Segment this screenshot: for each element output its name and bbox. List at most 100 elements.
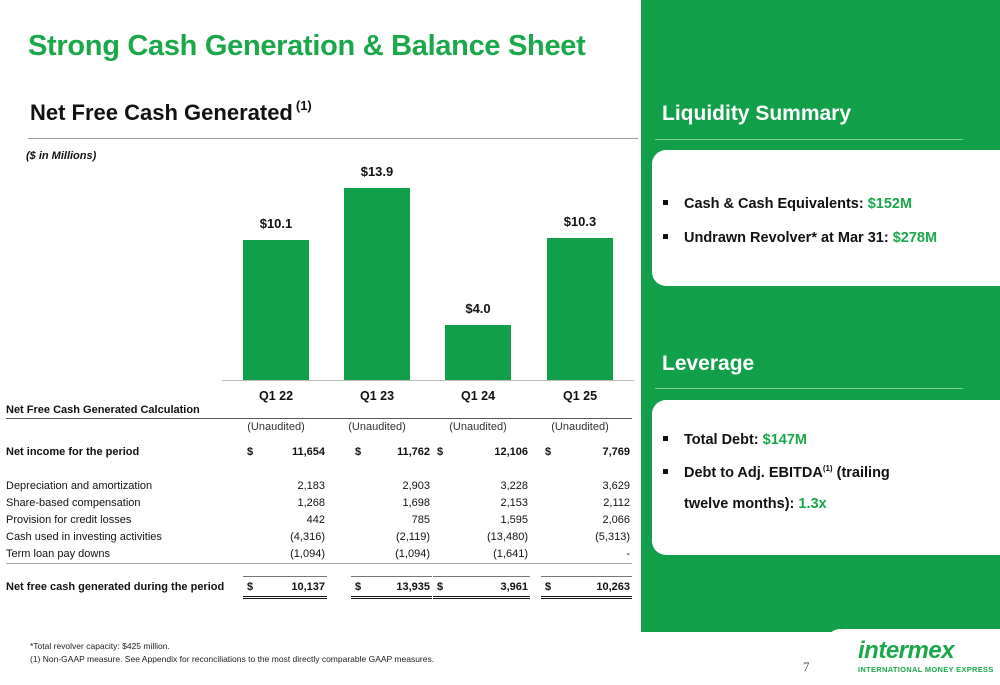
table-cell: 3,629 [602,480,630,492]
column-header: (Unaudited) [449,421,507,433]
column-header: (Unaudited) [247,421,305,433]
cell-net-income: 12,106 [494,446,528,458]
total-underline [433,596,530,597]
bar-q1-22 [243,240,309,380]
bullet-icon [663,436,668,441]
liquidity-heading: Liquidity Summary [662,102,852,125]
category-label: Q1 24 [460,389,496,403]
currency-sign: $ [437,581,444,593]
leverage-heading: Leverage [662,352,755,375]
currency-sign: $ [437,446,444,458]
leverage-card [652,400,1000,555]
table-cell: (4,316) [290,531,325,543]
bar-value-label: $10.1 [259,216,293,232]
table-cell: 3,228 [500,480,528,492]
table-cell: (5,313) [595,531,630,543]
cell-net-income: 11,762 [396,446,430,458]
table-cell: 1,268 [297,497,325,509]
table-rule [6,563,632,564]
column-header: (Unaudited) [551,421,609,433]
table-cell: 2,066 [602,514,630,526]
cell-net-income: 11,654 [291,446,325,458]
total-underline [351,576,432,577]
row-label-net-income: Net income for the period [6,446,140,458]
total-underline [243,596,327,597]
bar-chart: $10.1 Q1 22 $13.9 Q1 23 $4.0 Q1 24 $10.3 Q1 25 [0,0,640,410]
currency-sign: $ [247,581,254,593]
liquidity-revolver: Undrawn Revolver* at Mar 31: $278M [663,230,937,246]
row-label: Provision for credit losses [6,514,132,526]
logo-tagline: INTERNATIONAL MONEY EXPRESS [858,665,994,674]
table-cell: 1,595 [500,514,528,526]
table-cell: (1,094) [290,548,325,560]
table-cell: (2,119) [395,531,430,543]
chart-title: Net Free Cash Generated (1) [30,98,312,125]
liquidity-card [652,150,1000,286]
bar-q1-23 [344,188,410,380]
column-header: (Unaudited) [348,421,406,433]
row-label-total: Net free cash generated during the perio… [6,581,225,593]
table-title: Net Free Cash Generated Calculation [6,404,200,416]
bullet-icon [663,200,668,205]
leverage-ratio-line2: twelve months): 1.3x [684,496,827,512]
bar-q1-25 [547,237,613,380]
category-label: Q1 23 [359,389,395,403]
x-axis [222,380,634,381]
total-underline [243,576,327,577]
footnote-revolver: *Total revolver capacity: $425 million. [30,641,170,651]
total-underline [243,598,327,599]
table-rule [6,418,632,419]
units-label: ($ in Millions) [26,150,97,162]
currency-sign: $ [247,446,254,458]
cell-total: 10,263 [596,581,630,593]
table-cell: (1,641) [493,548,528,560]
intermex-logo: intermex [858,637,955,664]
total-underline [433,598,530,599]
cell-total: 13,935 [396,581,430,593]
table-cell: 442 [306,514,325,526]
row-label: Depreciation and amortization [6,480,153,492]
total-underline [541,576,632,577]
row-label: Cash used in investing activities [6,531,162,543]
cell-total: 10,137 [291,581,325,593]
table-cell: - [626,548,630,560]
currency-sign: $ [545,581,552,593]
table-cell: (13,480) [487,531,528,543]
total-underline [541,598,632,599]
bullet-icon [663,234,668,239]
row-label: Term loan pay downs [6,548,110,560]
category-label: Q1 22 [258,389,294,403]
bar-value-label: $13.9 [360,164,394,179]
leverage-total-debt: Total Debt: $147M [663,432,807,448]
cell-total: 3,961 [500,581,528,593]
bar-value-label: $10.3 [563,213,597,229]
category-label: Q1 25 [562,389,598,403]
table-cell: 2,903 [402,480,430,492]
cell-net-income: 7,769 [602,446,630,458]
total-underline [541,596,632,597]
total-underline [351,598,432,599]
page-title: Strong Cash Generation & Balance Sheet [28,30,586,62]
table-cell: (1,094) [395,548,430,560]
table-cell: 2,183 [297,480,325,492]
table-cell: 1,698 [402,497,430,509]
table-cell: 2,153 [500,497,528,509]
total-underline [433,576,530,577]
currency-sign: $ [355,581,362,593]
currency-sign: $ [355,446,362,458]
table-cell: 2,112 [603,497,630,509]
total-underline [351,596,432,597]
row-label: Share-based compensation [6,497,141,509]
bar-value-label: $4.0 [465,300,491,316]
table-cell: 785 [411,514,430,526]
divider [28,138,638,139]
liquidity-rule [655,139,963,140]
currency-sign: $ [545,446,552,458]
liquidity-cash: Cash & Cash Equivalents: $152M [663,196,912,212]
bullet-icon [663,468,668,474]
footnote-non-gaap: (1) Non-GAAP measure. See Appendix for r… [30,654,435,664]
page-number: 7 [803,659,810,674]
leverage-rule [655,388,963,389]
leverage-ratio: Debt to Adj. EBITDA(1) (trailing [663,464,890,481]
logo-background [826,629,1000,685]
